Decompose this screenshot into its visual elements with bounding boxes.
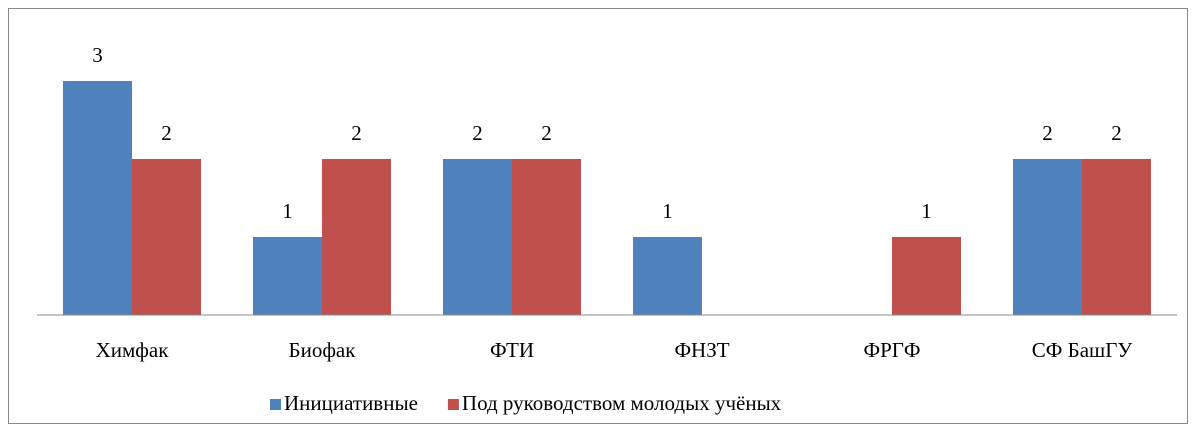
legend-label: Под руководством молодых учёных	[462, 391, 782, 415]
bar	[253, 237, 322, 315]
bar	[63, 81, 132, 315]
chart-border	[8, 8, 1188, 424]
legend-label: Инициативные	[284, 391, 418, 415]
bar	[1013, 159, 1082, 315]
bar	[633, 237, 702, 315]
bar	[1082, 159, 1151, 315]
x-tick-label: ФРГФ	[863, 338, 920, 362]
x-tick-label: Биофак	[289, 338, 357, 362]
x-tick-label: СФ БашГУ	[1032, 338, 1133, 362]
bar	[322, 159, 391, 315]
bar	[443, 159, 512, 315]
data-label: 2	[472, 121, 483, 145]
bar	[512, 159, 581, 315]
bar	[132, 159, 201, 315]
x-tick-label: ФТИ	[490, 338, 534, 362]
data-label: 1	[282, 199, 293, 223]
data-label: 2	[1042, 121, 1053, 145]
data-label: 2	[541, 121, 552, 145]
data-label: 1	[921, 199, 932, 223]
x-tick-label: ФНЗТ	[674, 338, 729, 362]
data-label: 3	[92, 43, 103, 67]
legend-swatch	[270, 399, 281, 410]
x-tick-label: Химфак	[96, 338, 170, 362]
data-label: 2	[1111, 121, 1122, 145]
bar	[892, 237, 961, 315]
legend-swatch	[447, 399, 459, 410]
data-label: 2	[351, 121, 362, 145]
data-label: 1	[662, 199, 673, 223]
data-label: 2	[161, 121, 172, 145]
